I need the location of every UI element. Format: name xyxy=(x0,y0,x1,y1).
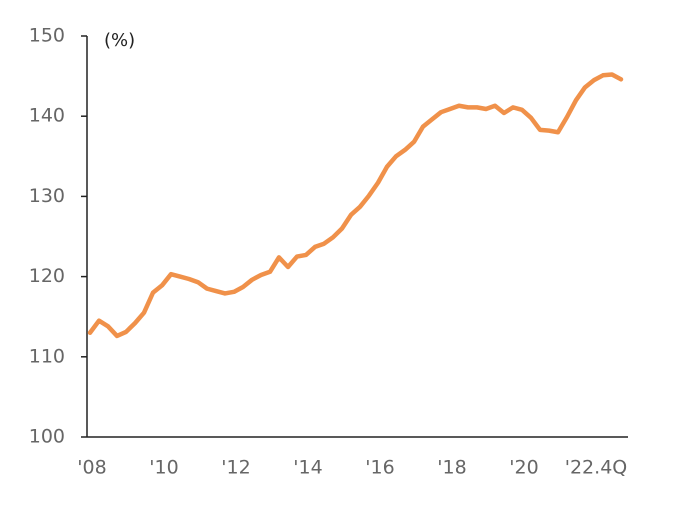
x-tick-label: '16 xyxy=(365,457,394,479)
y-tick-label: 130 xyxy=(29,185,65,207)
x-tick-label: '14 xyxy=(293,457,322,479)
x-tick-label: '20 xyxy=(509,457,538,479)
x-tick-label: '18 xyxy=(437,457,466,479)
y-tick-label: 120 xyxy=(29,265,65,287)
data-line xyxy=(87,72,624,339)
y-tick-label: 100 xyxy=(29,426,65,448)
y-tick-label: 110 xyxy=(29,345,65,367)
x-tick-label: '12 xyxy=(221,457,250,479)
y-tick-label: 140 xyxy=(29,105,65,127)
y-tick-label: 150 xyxy=(29,25,65,47)
unit-label: (%) xyxy=(104,30,135,51)
x-tick-label: '10 xyxy=(149,457,178,479)
x-tick-label: '22.4Q xyxy=(565,457,627,479)
x-tick-label: '08 xyxy=(77,457,106,479)
